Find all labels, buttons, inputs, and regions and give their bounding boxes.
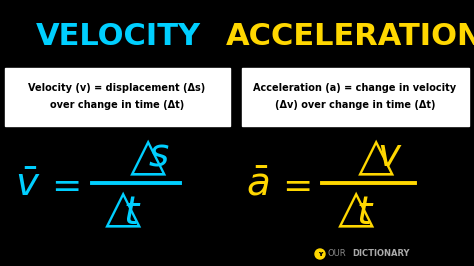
Text: $\mathit{t}$: $\mathit{t}$ — [356, 194, 374, 232]
Text: Y: Y — [318, 251, 322, 256]
Bar — [5, 68, 230, 126]
Text: OUR: OUR — [328, 250, 346, 259]
Bar — [242, 68, 469, 126]
Text: $=$: $=$ — [275, 168, 311, 202]
Text: Velocity (v) = displacement (Δs): Velocity (v) = displacement (Δs) — [28, 83, 206, 93]
Text: $\triangle$: $\triangle$ — [95, 188, 142, 232]
Text: $=$: $=$ — [44, 168, 80, 202]
Text: over change in time (Δt): over change in time (Δt) — [50, 100, 184, 110]
Text: $\triangle$: $\triangle$ — [328, 188, 375, 232]
Text: $\mathit{v}$: $\mathit{v}$ — [377, 136, 402, 174]
Text: $\mathit{t}$: $\mathit{t}$ — [123, 194, 141, 232]
Text: $\triangle$: $\triangle$ — [348, 135, 395, 181]
Text: VELOCITY: VELOCITY — [36, 22, 201, 51]
Text: DICTIONARY: DICTIONARY — [352, 250, 410, 259]
Text: (Δv) over change in time (Δt): (Δv) over change in time (Δt) — [275, 100, 435, 110]
Text: $\triangle$: $\triangle$ — [120, 135, 167, 181]
Text: $\mathit{s}$: $\mathit{s}$ — [148, 136, 169, 174]
Text: Acceleration (a) = change in velocity: Acceleration (a) = change in velocity — [254, 83, 456, 93]
Text: $\bar{a}$: $\bar{a}$ — [246, 166, 270, 204]
Text: Y: Y — [318, 251, 322, 256]
Text: $\bar{v}$: $\bar{v}$ — [15, 166, 41, 204]
Text: ACCELERATION: ACCELERATION — [226, 22, 474, 51]
Circle shape — [315, 249, 325, 259]
